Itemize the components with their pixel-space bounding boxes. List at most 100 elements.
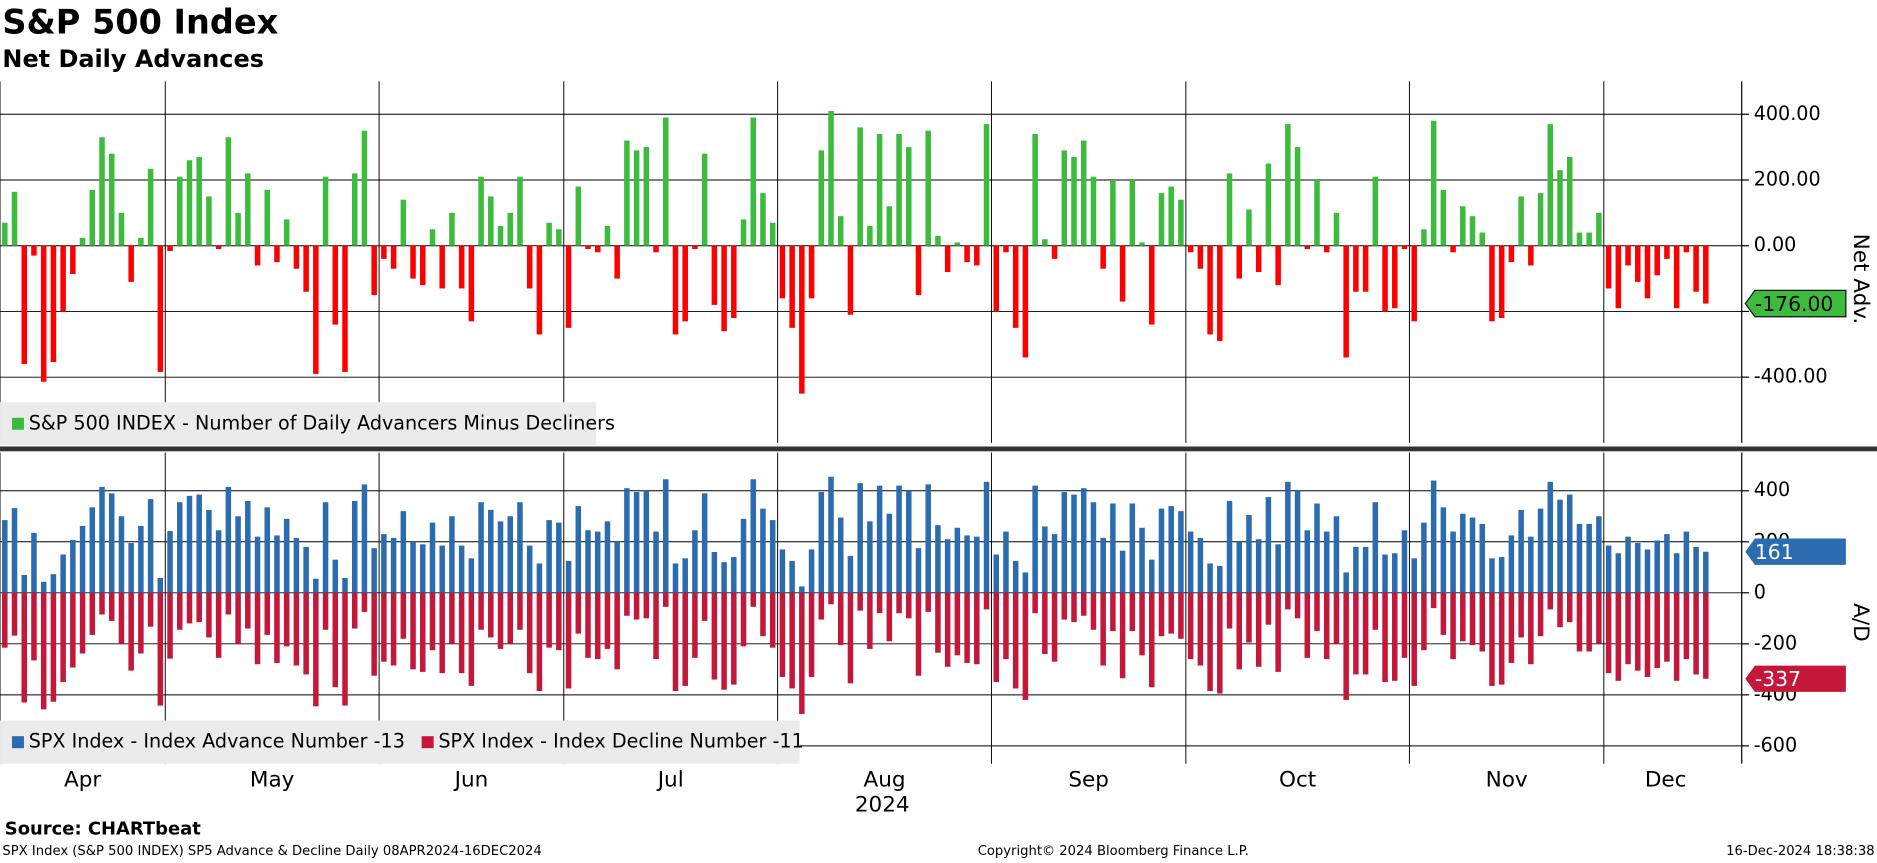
bar (1498, 592, 1505, 685)
bar (517, 592, 523, 630)
bar (556, 592, 562, 651)
bar (342, 592, 348, 706)
bar (1080, 592, 1087, 616)
bar (556, 522, 562, 593)
bar (1401, 592, 1408, 658)
bar (1071, 156, 1077, 246)
bar (1353, 245, 1359, 292)
bar (400, 511, 407, 593)
panel-separator (0, 446, 1877, 452)
bar (147, 168, 154, 246)
bar (808, 245, 815, 299)
bar (896, 592, 902, 614)
bar (332, 559, 339, 593)
bar (1119, 245, 1126, 302)
bar (1314, 179, 1320, 246)
bar (1294, 147, 1301, 246)
bar (526, 545, 533, 593)
bar (70, 539, 76, 593)
bar (1372, 502, 1379, 593)
bar (1557, 592, 1563, 628)
bar (303, 592, 309, 675)
bar (701, 153, 708, 246)
bar (1149, 592, 1155, 688)
legend-swatch (421, 736, 434, 749)
bar (1042, 592, 1048, 655)
bar (70, 245, 76, 274)
bar (1100, 537, 1106, 593)
bar (536, 592, 543, 692)
bar (167, 245, 173, 251)
bar (1469, 517, 1476, 593)
bar (944, 245, 951, 273)
y-tick-label: 400 (1754, 478, 1791, 501)
bar (40, 581, 47, 593)
bar (575, 592, 582, 634)
bar (420, 592, 426, 672)
bar (1401, 530, 1408, 593)
x-tick-label: May (250, 767, 295, 792)
bar (1615, 245, 1622, 309)
bar (1090, 592, 1097, 630)
bar (118, 592, 125, 644)
bar (167, 531, 173, 593)
bar (1071, 592, 1077, 623)
bar (449, 592, 455, 644)
bar (1032, 485, 1038, 593)
bar (1450, 592, 1456, 660)
bar (1654, 592, 1660, 669)
bar (1323, 245, 1330, 253)
bar (799, 245, 805, 394)
bar (614, 541, 620, 593)
bar (886, 206, 893, 246)
bar (1605, 245, 1612, 289)
bar (1372, 592, 1379, 630)
bar (837, 592, 844, 646)
bar (118, 212, 125, 246)
bar (1139, 527, 1145, 593)
bar (1450, 245, 1456, 253)
bar (750, 479, 756, 593)
bar (1362, 546, 1369, 593)
bar (769, 520, 776, 593)
bar (1508, 592, 1515, 663)
bar (225, 486, 232, 593)
bar (31, 592, 37, 661)
bar (1178, 199, 1184, 246)
bar (974, 245, 980, 266)
bar (283, 592, 290, 647)
bar (585, 245, 591, 250)
bar (488, 196, 494, 246)
bar (40, 592, 47, 710)
bar (1323, 592, 1330, 660)
last-value-tag (1745, 665, 1846, 692)
bar (1304, 530, 1311, 593)
bar (410, 592, 416, 670)
bar (478, 502, 484, 593)
bar (206, 509, 212, 593)
bar (157, 577, 164, 593)
bar (633, 492, 640, 593)
bar (857, 127, 863, 246)
bar (89, 592, 96, 635)
bar (1498, 557, 1505, 593)
bar (167, 592, 173, 659)
bar (1537, 508, 1544, 593)
bar (643, 490, 650, 593)
timestamp: 16-Dec-2024 18:38:38 (1726, 844, 1874, 859)
bar (293, 245, 300, 269)
bar (1333, 212, 1340, 246)
y-tick-label: -600 (1754, 733, 1797, 756)
bar (1440, 592, 1447, 635)
bar (381, 534, 387, 593)
bar (206, 196, 212, 246)
bar (235, 516, 241, 593)
bar (1197, 592, 1204, 666)
bar (283, 518, 290, 593)
bar (672, 592, 679, 692)
bar (1226, 173, 1233, 246)
bar (264, 592, 270, 635)
last-value-label: -337 (1755, 667, 1801, 691)
bar (1285, 481, 1291, 593)
bar (1168, 186, 1174, 246)
